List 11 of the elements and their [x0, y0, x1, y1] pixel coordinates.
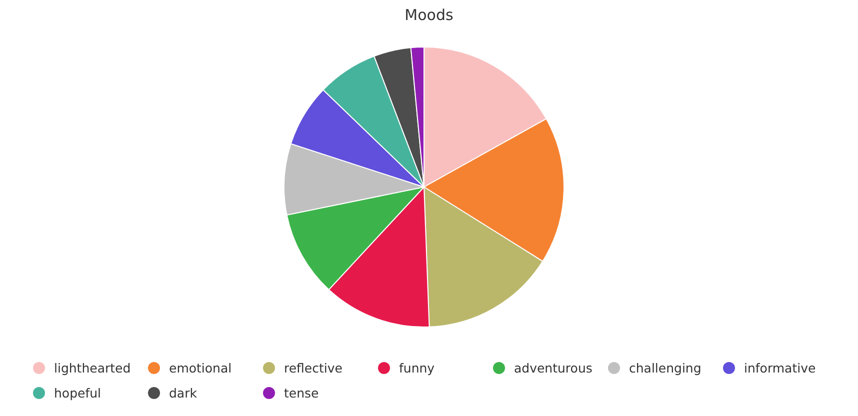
legend-label: emotional — [169, 360, 232, 376]
legend-label: lighthearted — [54, 360, 131, 376]
legend-label: funny — [399, 360, 436, 376]
legend-label: reflective — [284, 360, 343, 376]
legend-label: challenging — [629, 360, 702, 376]
legend-label: tense — [284, 386, 320, 400]
legend-label: informative — [744, 360, 816, 376]
legend-label: adventurous — [514, 360, 592, 376]
legend-label: dark — [169, 386, 198, 400]
chart-title: Moods — [404, 6, 454, 24]
legend-label: hopeful — [54, 386, 101, 400]
